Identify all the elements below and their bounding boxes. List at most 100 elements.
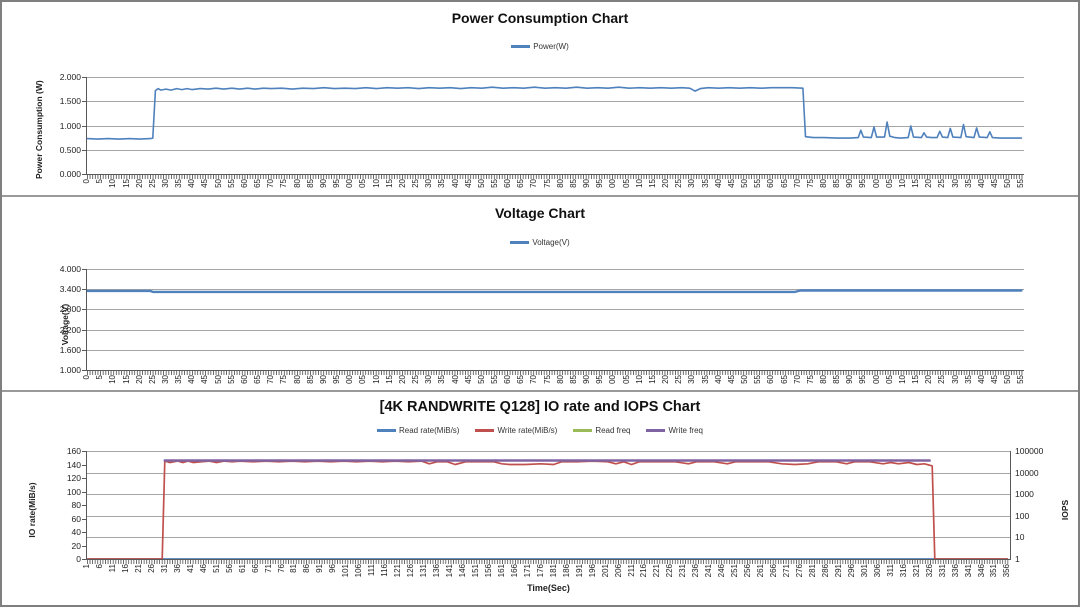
y-tick-mark	[82, 464, 86, 466]
voltage-chart-title: Voltage Chart	[495, 205, 585, 221]
x-tick-label: 116	[380, 564, 390, 577]
x-tick-label: 25	[937, 375, 947, 384]
x-tick-label: 171	[522, 564, 532, 578]
legend-label: Power(W)	[533, 42, 569, 51]
x-tick-label: 50	[1003, 179, 1013, 188]
x-tick-label: 30	[950, 179, 960, 188]
legend-line-swatch	[511, 45, 531, 48]
x-tick-label: 95	[858, 375, 868, 384]
x-tick-label: 351	[989, 564, 999, 578]
gridline	[87, 149, 1024, 151]
x-tick-label: 55	[226, 179, 236, 188]
x-tick-label: 156	[483, 564, 493, 578]
x-tick-label: 30	[161, 179, 170, 188]
time-x-axis-title: Time(Sec)	[527, 583, 570, 593]
x-tick-label: 25	[147, 375, 157, 384]
x-tick-label: 10	[371, 179, 381, 188]
x-tick-label: 40	[187, 375, 197, 384]
y-tick-label: 120	[66, 473, 81, 483]
x-tick-label: 35	[437, 179, 447, 188]
panel-divider	[2, 390, 1078, 392]
x-tick-label: 35	[174, 375, 184, 384]
gridline	[87, 472, 1010, 474]
x-tick-label: 161	[496, 564, 506, 578]
iops-y2-axis-title: IOPS	[1060, 499, 1070, 521]
x-tick-label: 131	[419, 564, 429, 578]
x-tick-label: 106	[354, 564, 364, 578]
legend-item: Power(W)	[511, 42, 569, 51]
x-tick-label: 80	[819, 375, 828, 384]
x-tick-label: 50	[476, 375, 486, 384]
y-tick-label: 4.000	[59, 264, 81, 274]
x-tick-label: 50	[740, 375, 749, 384]
x-tick-label: 25	[411, 179, 420, 188]
voltage-line	[87, 289, 1023, 294]
x-tick-label: 80	[292, 179, 302, 188]
x-tick-label: 40	[450, 375, 460, 384]
x-axis-line	[86, 370, 1024, 371]
x-tick-label: 236	[691, 564, 701, 578]
gridline	[87, 289, 1024, 291]
x-tick-label: 31	[159, 564, 169, 573]
x-tick-label: 1	[82, 564, 91, 569]
x-tick-label: 71	[263, 564, 273, 573]
x-tick-label: 00	[345, 179, 355, 188]
x-tick-label: 56	[224, 564, 234, 573]
y-tick-label: 2.000	[59, 72, 81, 82]
x-tick-label: 85	[832, 375, 842, 384]
x-tick-label: 311	[885, 564, 895, 577]
x-tick-label: 191	[574, 564, 584, 578]
x-tick-label: 15	[911, 375, 921, 384]
x-tick-label: 30	[424, 375, 434, 384]
x-tick-label: 75	[542, 375, 552, 384]
y2-axis-line	[1010, 451, 1011, 560]
x-tick-label: 25	[147, 179, 157, 188]
y-tick-label: 1.500	[59, 96, 81, 107]
x-tick-label: 40	[713, 375, 723, 384]
x-tick-label: 95	[858, 179, 868, 188]
voltage-chart-legend: Voltage(V)	[2, 238, 1078, 247]
x-tick-label: 20	[397, 375, 407, 384]
x-tick-label: 65	[253, 179, 263, 188]
y-tick-label: 60	[71, 513, 81, 524]
x-tick-label: 60	[766, 179, 776, 188]
y-tick-label: 2.200	[59, 324, 81, 335]
x-tick-label: 266	[769, 564, 779, 578]
y-tick-label: 2.800	[59, 304, 81, 315]
x-tick-label: 326	[924, 564, 934, 578]
x-tick-label: 331	[937, 564, 947, 578]
x-tick-label: 341	[963, 564, 973, 578]
x-tick-label: 45	[726, 375, 736, 384]
x-tick-label: 20	[661, 179, 670, 188]
x-tick-label: 45	[200, 179, 210, 188]
legend-item: Read rate(MiB/s)	[377, 426, 459, 435]
x-tick-label: 35	[700, 375, 710, 384]
x-tick-label: 65	[779, 179, 789, 188]
x-tick-label: 85	[305, 179, 315, 188]
legend-line-swatch	[377, 429, 396, 432]
x-tick-label: 91	[315, 564, 325, 573]
io-chart-legend: Read rate(MiB/s) Write rate(MiB/s) Read …	[2, 426, 1078, 435]
x-tick-label: 45	[990, 179, 999, 188]
x-tick-label: 40	[713, 179, 723, 188]
x-tick-label: 85	[305, 375, 315, 384]
gridline	[87, 309, 1024, 311]
x-tick-label: 80	[292, 375, 302, 384]
x-tick-label: 0	[82, 375, 91, 380]
gridline	[87, 494, 1010, 496]
y-axis-line	[86, 269, 87, 371]
x-tick-label: 61	[237, 564, 247, 573]
x-tick-label: 296	[846, 564, 856, 578]
x-tick-label: 121	[393, 564, 403, 578]
gridline	[87, 269, 1024, 270]
x-tick-label: 336	[950, 564, 960, 578]
x-tick-label: 261	[756, 564, 766, 578]
x-tick-label: 35	[963, 179, 973, 188]
x-tick-label: 15	[911, 179, 921, 188]
y-tick-label: 0.000	[59, 169, 81, 179]
x-tick-label: 20	[397, 179, 407, 188]
x-tick-label: 90	[582, 375, 592, 384]
x-tick-label: 136	[432, 564, 441, 578]
voltage-chart-plot-area	[87, 289, 1023, 294]
x-tick-label: 10	[108, 375, 118, 384]
